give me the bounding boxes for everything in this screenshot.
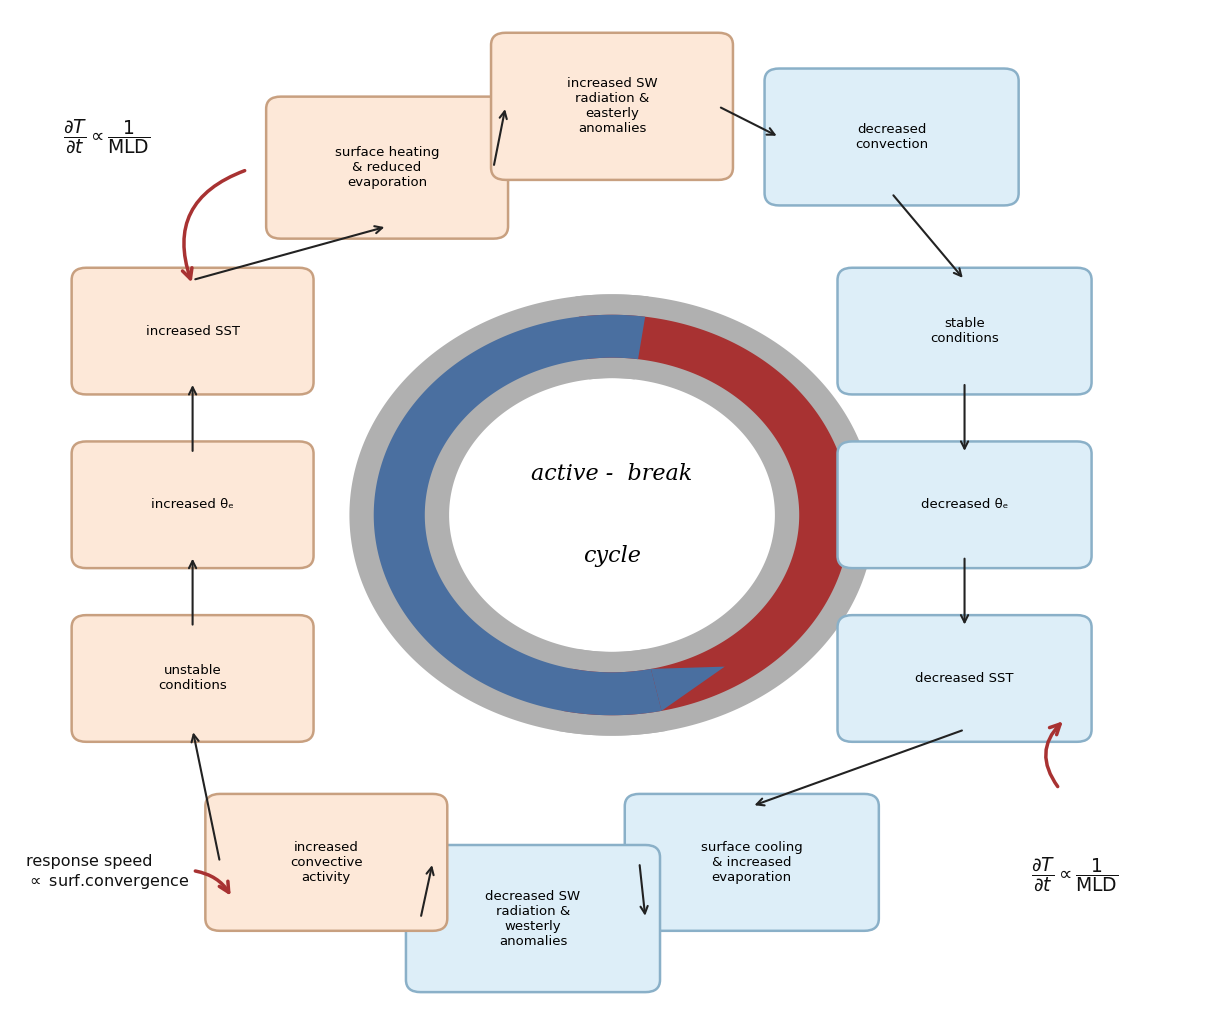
FancyBboxPatch shape <box>206 794 447 931</box>
Text: decreased SST: decreased SST <box>916 672 1013 685</box>
FancyBboxPatch shape <box>624 794 879 931</box>
Text: $\dfrac{\partial T}{\partial t} \propto \dfrac{1}{\mathrm{MLD}}$: $\dfrac{\partial T}{\partial t} \propto … <box>1032 856 1119 894</box>
Text: unstable
conditions: unstable conditions <box>158 664 226 692</box>
FancyBboxPatch shape <box>491 33 733 180</box>
FancyBboxPatch shape <box>837 442 1092 569</box>
Text: stable
conditions: stable conditions <box>930 317 999 345</box>
FancyBboxPatch shape <box>72 615 313 742</box>
Text: surface cooling
& increased
evaporation: surface cooling & increased evaporation <box>701 840 803 884</box>
Polygon shape <box>499 666 573 711</box>
Polygon shape <box>557 295 875 735</box>
Text: $\dfrac{\partial T}{\partial t} \propto \dfrac{1}{\mathrm{MLD}}$: $\dfrac{\partial T}{\partial t} \propto … <box>62 117 149 157</box>
Text: cycle: cycle <box>583 545 641 566</box>
Text: decreased SW
radiation &
westerly
anomalies: decreased SW radiation & westerly anomal… <box>486 890 580 948</box>
Polygon shape <box>651 666 725 711</box>
FancyBboxPatch shape <box>765 69 1018 205</box>
Text: increased SW
radiation &
easterly
anomalies: increased SW radiation & easterly anomal… <box>567 77 657 135</box>
FancyBboxPatch shape <box>837 615 1092 742</box>
Polygon shape <box>563 315 851 715</box>
Text: decreased
convection: decreased convection <box>856 123 928 151</box>
Text: active -  break: active - break <box>531 464 693 485</box>
FancyBboxPatch shape <box>72 442 313 569</box>
Text: response speed
$\propto$ surf.convergence: response speed $\propto$ surf.convergenc… <box>26 854 190 891</box>
Text: decreased θₑ: decreased θₑ <box>920 499 1009 511</box>
FancyBboxPatch shape <box>837 268 1092 394</box>
Text: increased SST: increased SST <box>146 324 240 338</box>
FancyBboxPatch shape <box>406 845 660 992</box>
Text: increased
convective
activity: increased convective activity <box>290 840 362 884</box>
Polygon shape <box>646 649 725 731</box>
Text: increased θₑ: increased θₑ <box>151 499 234 511</box>
Polygon shape <box>499 649 578 731</box>
FancyBboxPatch shape <box>72 268 313 394</box>
Polygon shape <box>373 315 661 715</box>
Polygon shape <box>349 295 667 735</box>
Text: surface heating
& reduced
evaporation: surface heating & reduced evaporation <box>335 146 439 190</box>
FancyBboxPatch shape <box>266 97 508 239</box>
